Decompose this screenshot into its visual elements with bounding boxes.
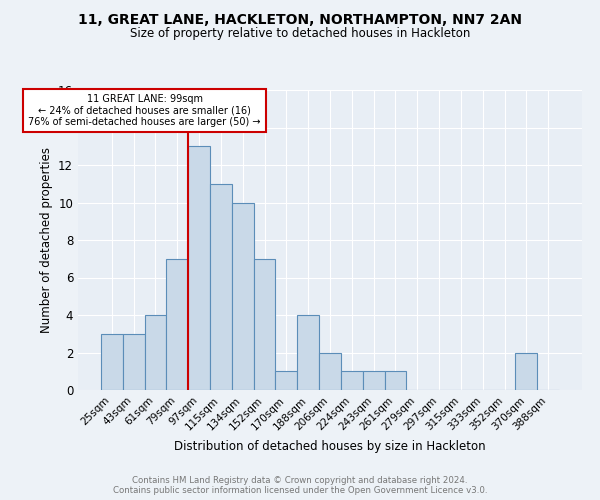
Bar xyxy=(363,371,385,390)
Bar xyxy=(166,259,188,390)
Bar xyxy=(101,334,123,390)
Bar xyxy=(210,184,232,390)
Bar xyxy=(297,315,319,390)
Bar xyxy=(145,315,166,390)
Bar xyxy=(232,202,254,390)
Bar xyxy=(275,371,297,390)
Bar xyxy=(385,371,406,390)
Bar xyxy=(188,146,210,390)
Y-axis label: Number of detached properties: Number of detached properties xyxy=(40,147,53,333)
Bar xyxy=(123,334,145,390)
Text: Size of property relative to detached houses in Hackleton: Size of property relative to detached ho… xyxy=(130,28,470,40)
Bar xyxy=(319,352,341,390)
Bar xyxy=(515,352,537,390)
Text: 11 GREAT LANE: 99sqm
← 24% of detached houses are smaller (16)
76% of semi-detac: 11 GREAT LANE: 99sqm ← 24% of detached h… xyxy=(28,94,261,127)
Bar xyxy=(254,259,275,390)
Text: 11, GREAT LANE, HACKLETON, NORTHAMPTON, NN7 2AN: 11, GREAT LANE, HACKLETON, NORTHAMPTON, … xyxy=(78,12,522,26)
Bar xyxy=(341,371,363,390)
Text: Contains HM Land Registry data © Crown copyright and database right 2024.
Contai: Contains HM Land Registry data © Crown c… xyxy=(113,476,487,495)
X-axis label: Distribution of detached houses by size in Hackleton: Distribution of detached houses by size … xyxy=(174,440,486,453)
